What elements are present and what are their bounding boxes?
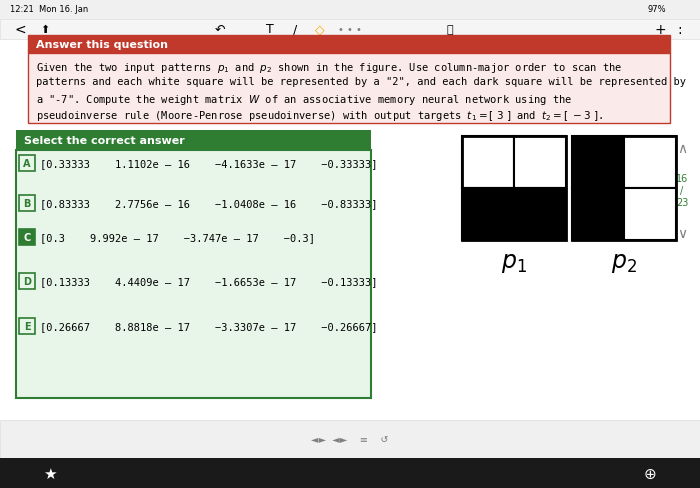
FancyBboxPatch shape [0, 20, 700, 40]
FancyBboxPatch shape [28, 36, 670, 54]
Text: Given the two input patterns $p_1$ and $p_2$ shown in the figure. Use column-maj: Given the two input patterns $p_1$ and $… [36, 61, 622, 75]
Text: +: + [654, 23, 666, 37]
Text: ∨: ∨ [677, 226, 687, 241]
Bar [462, 189, 514, 241]
Text: D: D [23, 276, 31, 286]
Bar [462, 137, 566, 241]
FancyBboxPatch shape [28, 54, 670, 124]
Text: [0.13333    4.4409e – 17    −1.6653e – 17    −0.13333]: [0.13333 4.4409e – 17 −1.6653e – 17 −0.1… [40, 276, 377, 286]
Text: Answer this question: Answer this question [36, 40, 168, 50]
Bar [572, 137, 676, 241]
FancyBboxPatch shape [0, 0, 700, 20]
Text: ★: ★ [43, 466, 57, 481]
Text: ∧: ∧ [677, 142, 687, 156]
Text: ⊕: ⊕ [643, 466, 657, 481]
Text: B: B [23, 199, 31, 208]
Text: 16: 16 [676, 174, 688, 183]
FancyBboxPatch shape [19, 229, 35, 245]
Text: E: E [24, 321, 30, 331]
FancyBboxPatch shape [19, 156, 35, 172]
Bar [624, 189, 676, 241]
Text: [0.83333    2.7756e – 16    −1.0408e – 16    −0.83333]: [0.83333 2.7756e – 16 −1.0408e – 16 −0.8… [40, 199, 377, 208]
Text: ↶: ↶ [215, 23, 225, 37]
Text: /: / [293, 23, 297, 37]
Bar [462, 137, 514, 189]
FancyBboxPatch shape [19, 196, 35, 212]
Text: [0.3    9.992e – 17    −3.747e – 17    −0.3]: [0.3 9.992e – 17 −3.747e – 17 −0.3] [40, 232, 315, 243]
Text: 23: 23 [676, 198, 688, 207]
Text: /: / [680, 185, 684, 196]
FancyBboxPatch shape [16, 151, 371, 398]
Text: $p_2$: $p_2$ [611, 250, 637, 274]
Text: 🎤: 🎤 [447, 25, 454, 35]
Text: T: T [266, 23, 274, 37]
Text: [0.26667    8.8818e – 17    −3.3307e – 17    −0.26667]: [0.26667 8.8818e – 17 −3.3307e – 17 −0.2… [40, 321, 377, 331]
Text: a "-7". Compute the weight matrix $W$ of an associative memory neural network us: a "-7". Compute the weight matrix $W$ of… [36, 93, 573, 107]
Text: 12:21  Mon 16. Jan: 12:21 Mon 16. Jan [10, 5, 88, 15]
Text: Select the correct answer: Select the correct answer [24, 136, 185, 146]
FancyBboxPatch shape [16, 131, 371, 151]
Bar [514, 189, 566, 241]
Text: ⬆: ⬆ [41, 25, 50, 35]
Text: [0.33333    1.1102e – 16    −4.1633e – 17    −0.33333]: [0.33333 1.1102e – 16 −4.1633e – 17 −0.3… [40, 159, 377, 169]
Bar [572, 189, 624, 241]
Text: C: C [23, 232, 31, 243]
Text: :: : [678, 23, 682, 37]
Bar [624, 137, 676, 189]
Text: • • •: • • • [338, 25, 362, 35]
Text: $p_1$: $p_1$ [501, 250, 527, 274]
Bar [572, 137, 624, 189]
FancyBboxPatch shape [19, 318, 35, 334]
Text: patterns and each white square will be represented by a "2", and each dark squar: patterns and each white square will be r… [36, 77, 686, 87]
Text: pseudoinverse rule (Moore-Penrose pseudoinverse) with output targets $t_1 = [ \ : pseudoinverse rule (Moore-Penrose pseudo… [36, 109, 603, 123]
Text: ◄►  ◄►    ≡    ↺: ◄► ◄► ≡ ↺ [312, 434, 388, 444]
Text: A: A [23, 159, 31, 169]
Text: <: < [14, 23, 26, 37]
FancyBboxPatch shape [19, 273, 35, 289]
FancyBboxPatch shape [0, 420, 700, 458]
Text: 97%: 97% [648, 5, 666, 15]
Text: ◇: ◇ [315, 23, 325, 37]
FancyBboxPatch shape [0, 458, 700, 488]
Bar [514, 137, 566, 189]
